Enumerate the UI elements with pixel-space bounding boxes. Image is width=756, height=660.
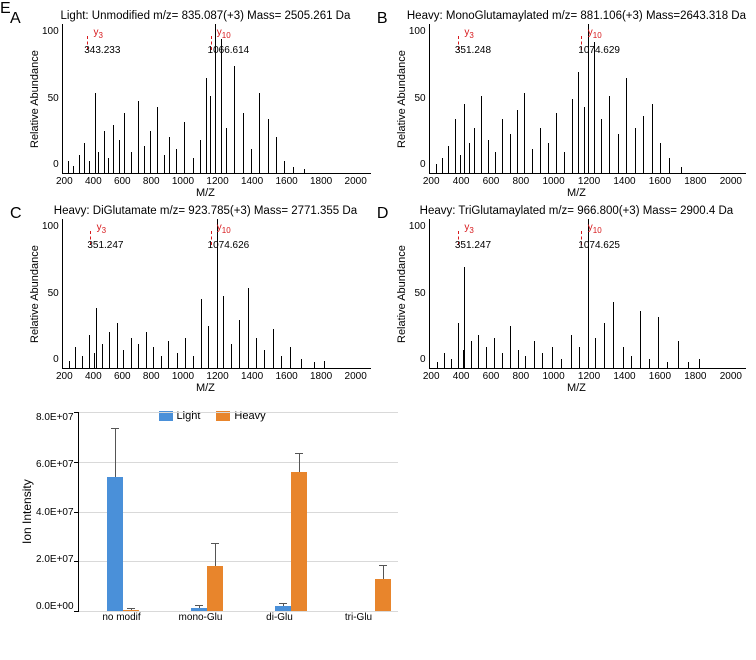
spec-xlabel: M/Z — [407, 382, 746, 394]
spec-ylabel: Relative Abundance — [28, 219, 42, 369]
panel-title-B: Heavy: MonoGlutamaylated m/z= 881.106(+3… — [407, 10, 746, 22]
spec-plot-C: y3 351.247 y10 1074.626 — [62, 219, 371, 369]
spec-xlabel: M/Z — [407, 187, 746, 199]
panel-letter-E: E — [0, 0, 11, 18]
spec-xticks: 200400600800100012001400160018002000 — [423, 371, 742, 382]
panel-letter-C: C — [10, 205, 22, 223]
spec-ylabel: Relative Abundance — [395, 219, 409, 369]
spec-xlabel: M/Z — [40, 187, 371, 199]
bar — [291, 472, 307, 611]
panel-B: B Heavy: MonoGlutamaylated m/z= 881.106(… — [377, 10, 746, 199]
annot-value: 351.247 — [455, 240, 491, 251]
annot-label: y10 — [217, 27, 231, 40]
panel-C: C Heavy: DiGlutamate m/z= 923.785(+3) Ma… — [10, 205, 371, 394]
panel-title-C: Heavy: DiGlutamate m/z= 923.785(+3) Mass… — [40, 205, 371, 217]
spec-yticks: 100500 — [409, 24, 429, 174]
panel-A: A Light: Unmodified m/z= 835.087(+3) Mas… — [10, 10, 371, 199]
annot-label: y3 — [464, 27, 473, 40]
annot-label: y3 — [464, 222, 473, 235]
annot-label: y10 — [588, 222, 602, 235]
panel-title-A: Light: Unmodified m/z= 835.087(+3) Mass=… — [40, 10, 371, 22]
annot-value: 1066.614 — [208, 45, 250, 56]
bar-plot-area: LightHeavy — [78, 412, 398, 612]
spec-xticks: 200400600800100012001400160018002000 — [56, 371, 367, 382]
bar-yticks: 8.0E+076.0E+074.0E+072.0E+070.0E+00 — [36, 412, 78, 612]
bar — [275, 606, 291, 611]
annot-label: y10 — [217, 222, 231, 235]
bar — [375, 579, 391, 611]
spec-xlabel: M/Z — [40, 382, 371, 394]
spec-xticks: 200400600800100012001400160018002000 — [56, 176, 367, 187]
bar-xticks: no modifmono-Gludi-Glutri-Glu — [82, 612, 398, 623]
bar — [191, 608, 207, 611]
spec-yticks: 100500 — [42, 219, 62, 369]
spec-plot-A: y3 343.233 y10 1066.614 — [62, 24, 371, 174]
bar — [107, 477, 123, 611]
annot-value: 343.233 — [84, 45, 120, 56]
bar-ylabel: Ion Intensity — [18, 412, 36, 612]
panel-E: E Ion Intensity 8.0E+076.0E+074.0E+072.0… — [18, 412, 398, 623]
spectra-grid: A Light: Unmodified m/z= 835.087(+3) Mas… — [10, 10, 746, 394]
spec-plot-D: y3 351.247 y10 1074.625 — [429, 219, 746, 369]
annot-value: 1074.625 — [578, 240, 620, 251]
spec-plot-B: y3 351.248 y10 1074.629 — [429, 24, 746, 174]
spec-xticks: 200400600800100012001400160018002000 — [423, 176, 742, 187]
annot-value: 351.248 — [455, 45, 491, 56]
annot-value: 351.247 — [87, 240, 123, 251]
panel-letter-A: A — [10, 10, 21, 28]
spec-yticks: 100500 — [42, 24, 62, 174]
spec-ylabel: Relative Abundance — [395, 24, 409, 174]
panel-title-D: Heavy: TriGlutamaylated m/z= 966.800(+3)… — [407, 205, 746, 217]
spec-ylabel: Relative Abundance — [28, 24, 42, 174]
annot-value: 1074.629 — [578, 45, 620, 56]
panel-D: D Heavy: TriGlutamaylated m/z= 966.800(+… — [377, 205, 746, 394]
panel-letter-D: D — [377, 205, 389, 223]
bar — [123, 610, 139, 611]
panel-letter-B: B — [377, 10, 388, 28]
spec-yticks: 100500 — [409, 219, 429, 369]
bar — [207, 566, 223, 611]
annot-label: y3 — [97, 222, 106, 235]
annot-value: 1074.626 — [208, 240, 250, 251]
annot-label: y10 — [588, 27, 602, 40]
annot-label: y3 — [94, 27, 103, 40]
